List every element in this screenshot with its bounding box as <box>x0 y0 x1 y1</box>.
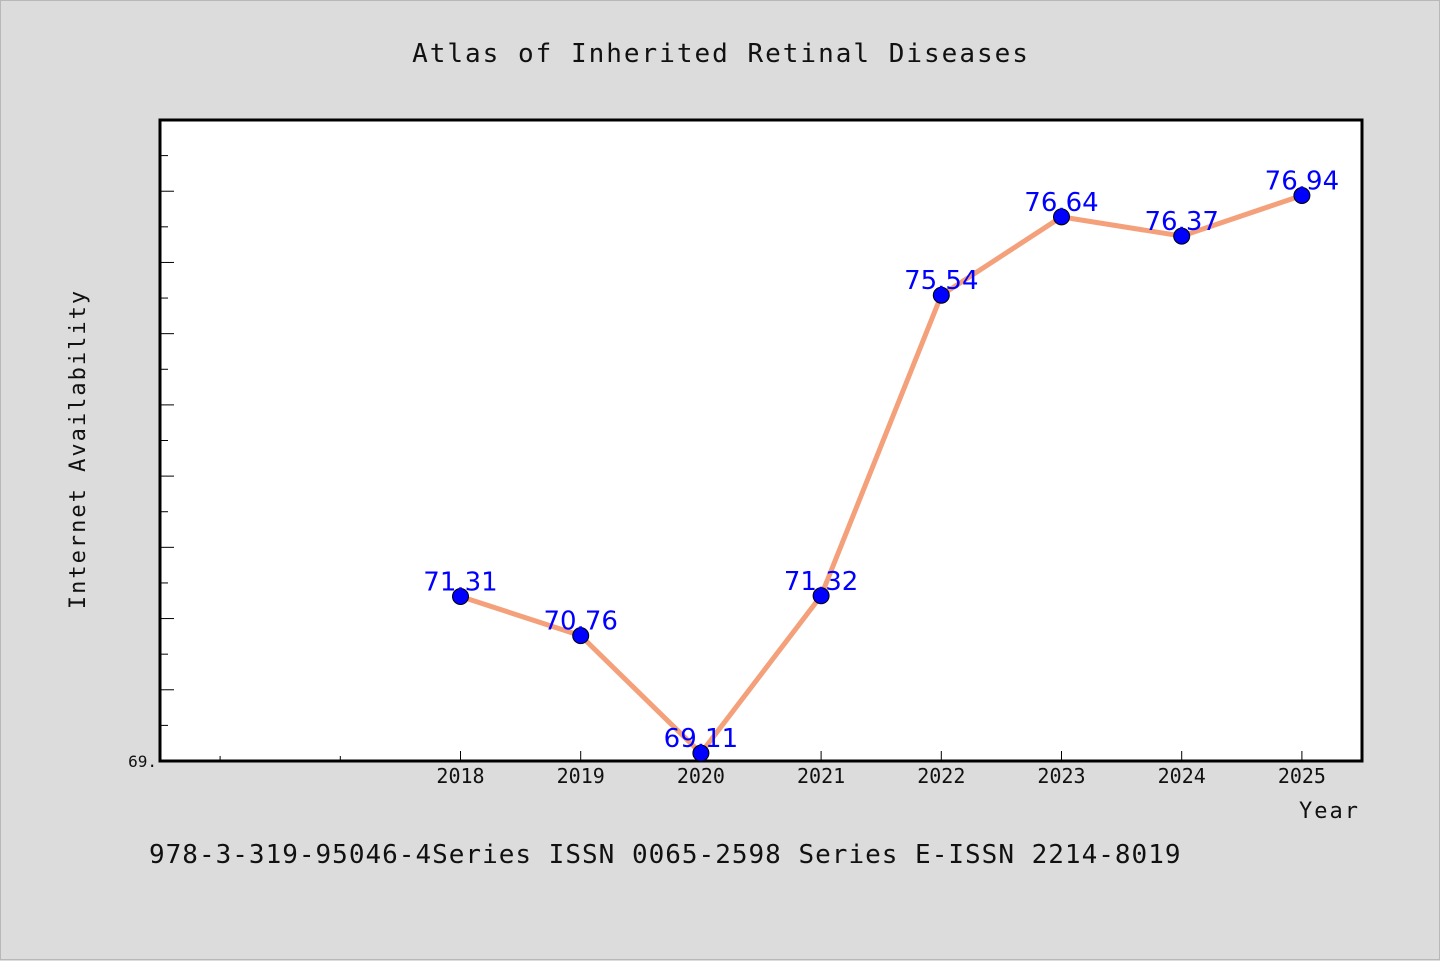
x-tick-label: 2024 <box>1158 764 1206 788</box>
data-label: 76.64 <box>1024 188 1098 218</box>
data-label: 71.32 <box>784 567 858 597</box>
x-tick-label: 2025 <box>1278 764 1326 788</box>
chart-title: Atlas of Inherited Retinal Diseases <box>412 39 1030 69</box>
footer-isbn-issn: 978-3-319-95046-4Series ISSN 0065-2598 S… <box>149 840 1182 870</box>
data-point <box>812 587 830 605</box>
data-label: 71.31 <box>423 567 497 597</box>
data-label: 76.94 <box>1265 166 1339 196</box>
y-axis-title: Internet Availability <box>66 289 91 609</box>
data-point <box>1053 208 1070 226</box>
plot-area <box>158 118 1364 763</box>
data-point <box>572 627 590 645</box>
x-tick-label: 2019 <box>557 764 605 788</box>
x-tick-label: 2022 <box>917 764 965 788</box>
series-line <box>458 192 1305 756</box>
data-point <box>932 286 950 304</box>
y-tick-label: 69. <box>128 752 157 771</box>
x-axis-title: Year <box>1299 799 1360 824</box>
x-tick-label: 2020 <box>677 764 725 788</box>
x-tick-labels: 2018 2019 2020 2021 2022 2023 2024 2025 <box>436 764 1326 788</box>
data-point <box>692 744 710 762</box>
series-line-group: 71.31 70.76 69.11 71.32 75.54 76.64 76.37 76.94 <box>423 166 1339 762</box>
data-label: 69.11 <box>664 724 738 754</box>
x-tick-label: 2018 <box>436 764 484 788</box>
x-tick-label: 2021 <box>797 764 845 788</box>
data-label: 75.54 <box>904 266 978 296</box>
x-tick-label: 2023 <box>1037 764 1085 788</box>
data-point <box>452 587 469 605</box>
data-point <box>1293 186 1311 204</box>
y-axis-ticks <box>160 119 174 726</box>
data-point <box>1173 227 1191 245</box>
data-label: 70.76 <box>543 607 617 637</box>
data-label: 76.37 <box>1144 207 1218 237</box>
